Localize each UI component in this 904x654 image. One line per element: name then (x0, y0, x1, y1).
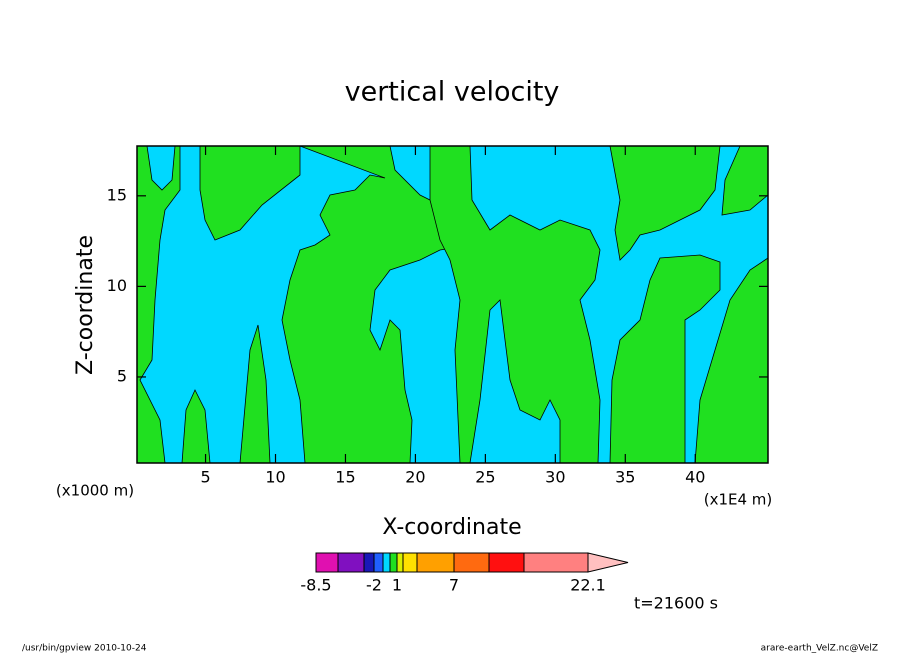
y-tick-label: 10 (107, 276, 127, 295)
colorbar-arrow (587, 552, 629, 573)
colorbar-cell (523, 552, 589, 573)
colorbar-cell (402, 552, 418, 573)
colorbar-label: -8.5 (300, 576, 331, 595)
x-tick-label: 35 (615, 468, 635, 487)
footer-right: arare-earth_VelZ.nc@VelZ (761, 644, 878, 654)
contour-region (199, 145, 301, 241)
x-tick-label: 30 (545, 468, 565, 487)
colorbar-cell (373, 552, 384, 573)
colorbar-cell (382, 552, 391, 573)
colorbar-cell (363, 552, 375, 573)
x-tick-label: 5 (200, 468, 210, 487)
colorbar-label: 1 (392, 576, 402, 595)
contour-region (609, 145, 721, 261)
colorbar-label: 7 (449, 576, 459, 595)
colorbar-cell (396, 552, 404, 573)
x-axis-label: X-coordinate (382, 515, 521, 540)
contour-field (136, 145, 769, 464)
x-unit-left: (x1000 m) (56, 482, 134, 500)
x-tick-label: 15 (335, 468, 355, 487)
y-axis-label: Z-coordinate (73, 235, 98, 375)
x-tick-label: 20 (405, 468, 425, 487)
colorbar-cell (389, 552, 398, 573)
colorbar-label: 22.1 (570, 576, 606, 595)
footer-left: /usr/bin/gpview 2010-10-24 (22, 644, 147, 654)
contour-region (429, 145, 601, 464)
contour-region (609, 254, 721, 464)
colorbar-cell (315, 552, 339, 573)
y-tick-label: 15 (107, 185, 127, 204)
x-tick-label: 40 (685, 468, 705, 487)
colorbar-cell (453, 552, 490, 573)
contour-region (136, 145, 181, 464)
x-tick-label: 25 (475, 468, 495, 487)
y-tick-label: 5 (117, 366, 127, 385)
time-label: t=21600 s (634, 594, 718, 613)
colorbar-cell (337, 552, 365, 573)
chart-title: vertical velocity (345, 77, 560, 108)
colorbar-cell (416, 552, 455, 573)
x-unit-right: (x1E4 m) (704, 491, 773, 509)
plot-frame (136, 145, 769, 464)
x-tick-label: 10 (265, 468, 285, 487)
colorbar-cell (488, 552, 525, 573)
colorbar-label: -2 (366, 576, 382, 595)
